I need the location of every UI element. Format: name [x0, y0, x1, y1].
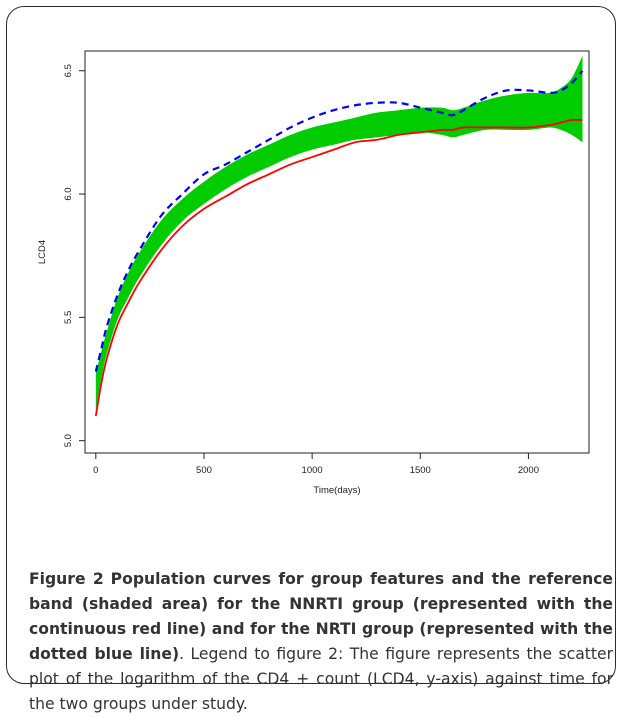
chart: 0 500 1000 1500 2000 5.0 5.5 6.0 6.5 Time(days) LC… — [29, 33, 611, 533]
y-tick-label: 6.5 — [63, 64, 74, 77]
nnrti-line — [94, 118, 583, 417]
x-tick-label: 0 — [93, 465, 98, 476]
x-tick-label: 1500 — [410, 465, 431, 476]
chart-svg: 0 500 1000 1500 2000 5.0 5.5 6.0 6.5 Time(days) LC… — [37, 50, 590, 496]
y-axis-title: LCD4 — [37, 240, 48, 264]
axis-layer: 0 500 1000 1500 2000 5.0 5.5 6.0 6.5 Time(days) LC… — [37, 50, 590, 496]
x-tick-label: 2000 — [518, 465, 539, 476]
nrti-line — [94, 70, 584, 372]
y-tick-label: 6.0 — [63, 187, 74, 200]
y-tick-label: 5.0 — [63, 434, 74, 447]
figure-title: Population curves for group features and… — [29, 570, 613, 663]
reference-band — [95, 55, 583, 412]
x-tick-label: 1000 — [302, 465, 323, 476]
figure-number: Figure 2 — [29, 570, 104, 588]
figure-caption: Figure 2 Population curves for group fea… — [29, 567, 613, 717]
x-tick-label: 500 — [196, 465, 212, 476]
figure-frame: 0 500 1000 1500 2000 5.0 5.5 6.0 6.5 Time(days) LC… — [6, 6, 616, 713]
x-axis-title: Time(days) — [313, 485, 360, 496]
y-tick-label: 5.5 — [63, 311, 74, 324]
band-layer — [95, 55, 583, 412]
plot-border — [84, 50, 590, 454]
line-layer — [94, 70, 584, 417]
